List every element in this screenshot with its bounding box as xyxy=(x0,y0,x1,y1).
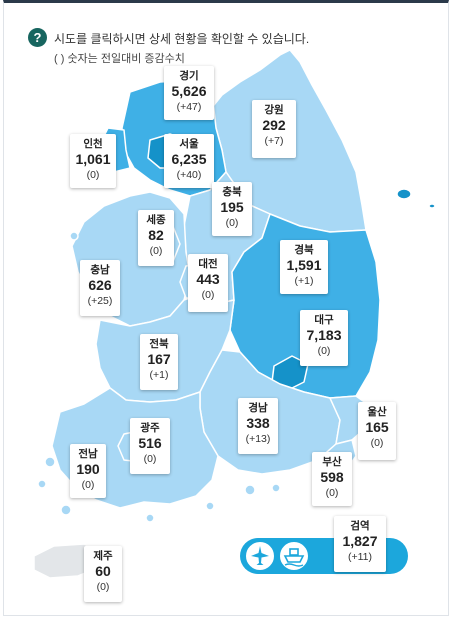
region-name: 경남 xyxy=(248,402,268,414)
region-delta: (0) xyxy=(86,169,100,181)
region-count: 6,235 xyxy=(171,151,207,167)
region-label-gyeongnam[interactable]: 경남 338 (+13) xyxy=(238,398,278,454)
region-label-jeonbuk[interactable]: 전북 167 (+1) xyxy=(140,334,178,390)
region-name: 충남 xyxy=(90,264,110,276)
region-label-seoul[interactable]: 서울 6,235 (+40) xyxy=(164,134,214,188)
region-count: 598 xyxy=(320,469,344,485)
region-delta: (0) xyxy=(370,437,384,449)
island xyxy=(37,479,47,489)
island xyxy=(44,456,56,468)
region-delta: (0) xyxy=(325,487,339,499)
region-label-sejong[interactable]: 세종 82 (0) xyxy=(138,210,174,266)
region-dokdo xyxy=(428,203,436,209)
region-count: 1,061 xyxy=(75,151,111,167)
island xyxy=(244,484,256,496)
region-delta: (+11) xyxy=(347,551,373,563)
region-delta: (0) xyxy=(225,217,239,229)
region-delta: (+13) xyxy=(245,433,271,445)
region-label-chungbuk[interactable]: 충북 195 (0) xyxy=(212,182,252,236)
region-name: 제주 xyxy=(93,550,113,562)
region-count: 60 xyxy=(95,563,111,579)
region-count: 292 xyxy=(262,117,286,133)
region-name: 대구 xyxy=(314,314,334,326)
region-count: 190 xyxy=(76,461,100,477)
region-delta: (+25) xyxy=(87,295,113,307)
region-count: 165 xyxy=(365,419,389,435)
region-label-gyeongbuk[interactable]: 경북 1,591 (+1) xyxy=(280,240,328,294)
region-count: 516 xyxy=(138,435,162,451)
region-delta: (0) xyxy=(317,345,331,357)
region-label-incheon[interactable]: 인천 1,061 (0) xyxy=(70,134,116,188)
region-count: 1,591 xyxy=(286,257,322,273)
region-label-daegu[interactable]: 대구 7,183 (0) xyxy=(300,310,348,366)
island xyxy=(69,231,79,241)
region-name: 서울 xyxy=(179,138,199,150)
region-name: 검역 xyxy=(350,520,370,532)
island xyxy=(205,501,215,511)
region-delta: (0) xyxy=(149,245,163,257)
region-delta: (+1) xyxy=(294,275,314,287)
region-count: 443 xyxy=(196,271,220,287)
region-delta: (0) xyxy=(96,581,110,593)
region-count: 7,183 xyxy=(306,327,342,343)
region-name: 경기 xyxy=(179,70,199,82)
region-delta: (+7) xyxy=(264,135,284,147)
region-count: 1,827 xyxy=(342,533,378,549)
region-name: 세종 xyxy=(146,214,166,226)
region-label-gangwon[interactable]: 강원 292 (+7) xyxy=(252,100,296,158)
instruction-text: 시도를 클릭하시면 상세 현황을 확인할 수 있습니다. xyxy=(54,32,310,46)
region-label-busan[interactable]: 부산 598 (0) xyxy=(312,452,352,506)
region-delta: (0) xyxy=(143,453,157,465)
island xyxy=(145,513,155,523)
airplane-icon xyxy=(244,540,276,572)
region-name: 강원 xyxy=(264,104,284,116)
region-name: 경북 xyxy=(294,244,314,256)
region-name: 전남 xyxy=(78,448,98,460)
region-delta: (0) xyxy=(81,479,95,491)
island xyxy=(271,483,281,493)
ship-icon xyxy=(278,540,310,572)
region-delta: (+47) xyxy=(176,101,202,113)
region-name: 충북 xyxy=(222,186,242,198)
region-label-gyeonggi[interactable]: 경기 5,626 (+47) xyxy=(164,66,214,120)
island xyxy=(60,504,72,516)
region-delta: (0) xyxy=(201,289,215,301)
region-label-ulsan[interactable]: 울산 165 (0) xyxy=(358,402,396,460)
legend-note: ( ) 숫자는 전일대비 증감수치 xyxy=(54,53,185,65)
region-label-quarantine[interactable]: 검역 1,827 (+11) xyxy=(334,516,386,572)
help-icon[interactable]: ? xyxy=(28,28,47,47)
region-count: 167 xyxy=(147,351,171,367)
region-count: 5,626 xyxy=(171,83,207,99)
region-name: 인천 xyxy=(83,138,103,150)
region-count: 195 xyxy=(220,199,244,215)
region-ulleungdo xyxy=(396,188,412,200)
region-label-chungnam[interactable]: 충남 626 (+25) xyxy=(80,260,120,316)
region-name: 부산 xyxy=(322,456,342,468)
region-delta: (+1) xyxy=(149,369,169,381)
region-label-jeju[interactable]: 제주 60 (0) xyxy=(84,546,122,602)
region-label-daejeon[interactable]: 대전 443 (0) xyxy=(188,254,228,312)
region-delta: (+40) xyxy=(176,169,202,181)
region-count: 338 xyxy=(246,415,270,431)
region-count: 82 xyxy=(148,227,164,243)
region-count: 626 xyxy=(88,277,112,293)
region-name: 대전 xyxy=(198,258,218,270)
region-label-jeonnam[interactable]: 전남 190 (0) xyxy=(70,444,106,498)
region-name: 광주 xyxy=(140,422,160,434)
region-name: 전북 xyxy=(149,338,169,350)
region-name: 울산 xyxy=(367,406,387,418)
region-label-gwangju[interactable]: 광주 516 (0) xyxy=(130,418,170,474)
